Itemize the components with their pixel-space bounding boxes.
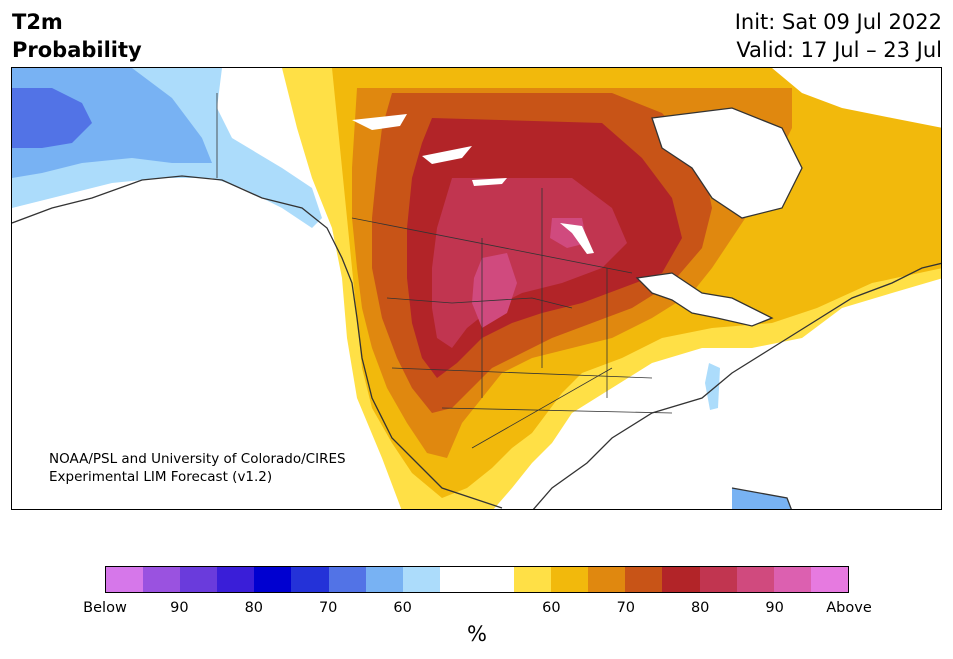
great-slave-lake	[422, 146, 472, 164]
probability-map	[11, 67, 942, 510]
great-lakes	[637, 273, 772, 326]
colorbar-segment	[551, 567, 589, 592]
colorbar-segment	[476, 567, 515, 592]
colorbar-segment	[588, 567, 626, 592]
colorbar-tick-label: Below	[83, 600, 127, 616]
colorbar-segment	[439, 567, 477, 592]
forecast-dates: Init: Sat 09 Jul 2022 Valid: 17 Jul – 23…	[735, 8, 942, 64]
colorbar-segment	[773, 567, 811, 592]
colorbar-tick-label: 80	[690, 600, 710, 616]
colorbar-segment	[254, 567, 292, 592]
colorbar-segment	[106, 567, 144, 592]
colorbar-segment	[291, 567, 329, 592]
colorbar-segment	[217, 567, 255, 592]
colorbar-segment	[402, 567, 440, 592]
credit-line-1: NOAA/PSL and University of Colorado/CIRE…	[49, 451, 346, 467]
colorbar	[105, 566, 849, 593]
coastlines	[12, 107, 941, 509]
greenland-ice	[772, 68, 941, 128]
lake-athabasca	[472, 178, 507, 186]
colorbar-segment	[810, 567, 848, 592]
colorbar-segment	[180, 567, 218, 592]
colorbar-tick-label: 80	[244, 600, 264, 616]
title-type: Probability	[12, 38, 142, 62]
title-variable: T2m	[12, 10, 63, 34]
colorbar-segment	[328, 567, 366, 592]
colorbar-tick-label: 60	[542, 600, 561, 616]
colorbar-tick-label: 70	[318, 600, 338, 616]
colorbar-segment	[365, 567, 403, 592]
colorbar-unit: %	[467, 622, 487, 646]
colorbar-segment	[736, 567, 774, 592]
valid-range: Valid: 17 Jul – 23 Jul	[736, 38, 942, 62]
map-canvas	[12, 68, 941, 509]
map-title: T2m Probability	[12, 8, 142, 64]
below-70-caribbean	[732, 488, 792, 509]
colorbar-tick-label: 90	[765, 600, 784, 616]
colorbar-tick-label: 90	[170, 600, 189, 616]
colorbar-tick-label: 70	[616, 600, 636, 616]
political-borders	[216, 93, 673, 449]
colorbar-segment	[143, 567, 181, 592]
colorbar-segment	[625, 567, 663, 592]
init-date: Init: Sat 09 Jul 2022	[734, 10, 942, 34]
colorbar-segment	[662, 567, 700, 592]
below-80-region	[12, 88, 92, 148]
colorbar-segment	[699, 567, 737, 592]
hudson-bay	[652, 108, 802, 218]
colorbar-segment	[514, 567, 552, 592]
below-60-se-patch	[705, 363, 720, 410]
above-90-region	[472, 253, 517, 328]
great-bear-lake	[352, 114, 407, 130]
colorbar-tick-label: 60	[393, 600, 412, 616]
colorbar-tick-label: Above	[826, 600, 872, 616]
credit-line-2: Experimental LIM Forecast (v1.2)	[49, 469, 273, 485]
credit-text: NOAA/PSL and University of Colorado/CIRE…	[49, 450, 346, 486]
lake-winnipeg	[560, 223, 594, 254]
